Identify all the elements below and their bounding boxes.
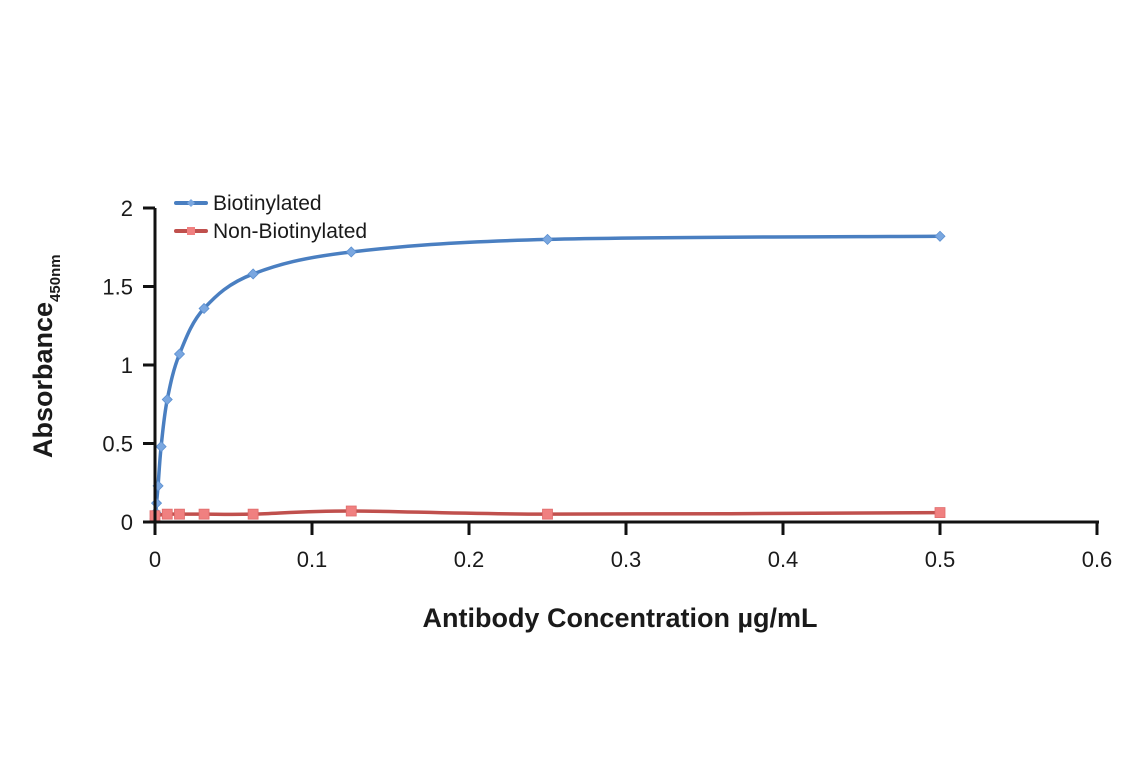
series-line-non-biotinylated — [154, 509, 941, 518]
legend-item-biotinylated: Biotinylated — [174, 192, 322, 215]
x-tick-label: 0.3 — [611, 547, 642, 572]
axes — [153, 208, 1099, 524]
data-point-biotinylated — [155, 441, 167, 453]
plot-markers — [149, 230, 946, 525]
data-point-biotinylated — [161, 393, 173, 406]
y-tick-label: 0.5 — [102, 432, 133, 457]
data-point-biotinylated — [247, 268, 259, 280]
data-point-non-biotinylated — [174, 508, 185, 520]
diamond-marker-icon — [187, 199, 195, 207]
legend: Biotinylated Non-Biotinylated — [174, 192, 367, 243]
data-point-biotinylated — [173, 348, 186, 360]
y-tick-label: 0 — [121, 510, 133, 535]
data-point-non-biotinylated — [247, 508, 259, 520]
y-tick-label: 1.5 — [102, 275, 133, 300]
data-point-non-biotinylated — [542, 508, 553, 520]
y-tick-label: 1 — [121, 353, 133, 378]
x-tick-label: 0.1 — [297, 547, 328, 572]
y-axis-title-main: Absorbance — [28, 302, 58, 458]
legend-item-non-biotinylated: Non-Biotinylated — [174, 220, 367, 243]
legend-label-biotinylated: Biotinylated — [213, 192, 322, 215]
x-tick-label: 0.6 — [1082, 547, 1113, 572]
y-tick-label: 2 — [121, 196, 133, 221]
data-point-biotinylated — [198, 302, 210, 315]
x-tick-label: 0.4 — [768, 547, 799, 572]
x-axis-title: Antibody Concentration µg/mL — [422, 603, 817, 633]
series-line-biotinylated — [153, 234, 941, 520]
data-point-non-biotinylated — [345, 505, 357, 517]
x-tick-label: 0.2 — [454, 547, 485, 572]
x-tick-label: 0 — [149, 547, 161, 572]
y-axis-title-subscript: 450nm — [47, 254, 64, 302]
y-axis-title: Absorbance450nm — [28, 254, 64, 458]
legend-label-non-biotinylated: Non-Biotinylated — [213, 220, 367, 243]
y-axis-ticks: 0 0.5 1 1.5 2 — [102, 196, 155, 535]
data-point-non-biotinylated — [161, 508, 173, 520]
data-point-biotinylated — [150, 497, 163, 509]
data-point-biotinylated — [934, 230, 946, 242]
data-point-non-biotinylated — [198, 508, 210, 520]
data-point-non-biotinylated — [934, 507, 946, 518]
x-tick-label: 0.5 — [925, 547, 956, 572]
data-point-biotinylated — [541, 233, 554, 245]
data-point-biotinylated — [345, 246, 357, 258]
x-axis-ticks: 0 0.1 0.2 0.3 0.4 0.5 0.6 — [149, 522, 1112, 572]
square-marker-icon — [187, 227, 195, 235]
plot-lines — [153, 234, 941, 520]
